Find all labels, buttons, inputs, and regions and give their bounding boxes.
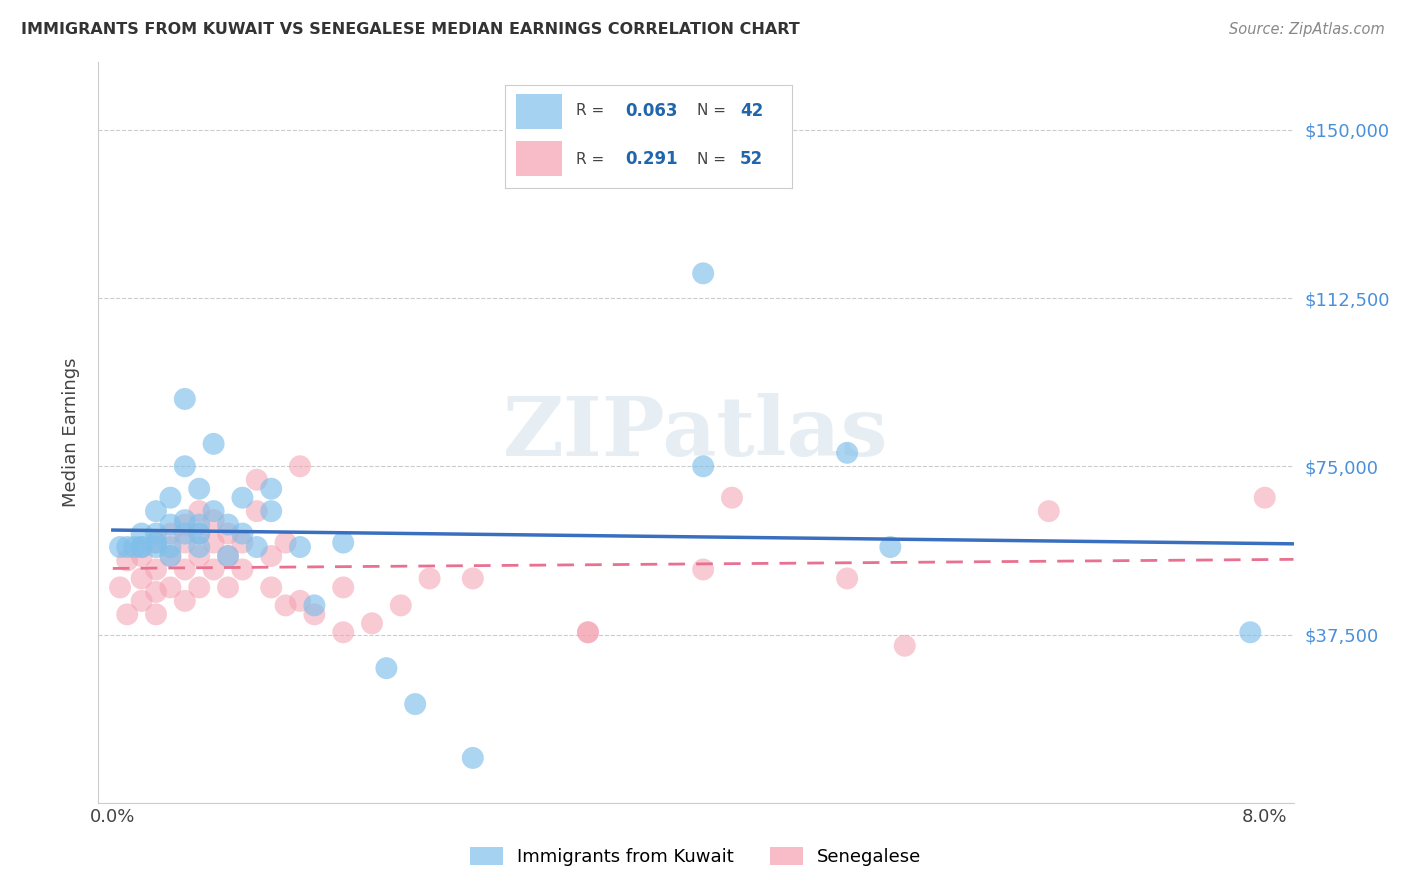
Point [231, 526, 253, 541]
Point [188, 549, 211, 563]
Point [145, 540, 167, 554]
Point [231, 491, 253, 505]
Point [246, 504, 269, 518]
Point [893, 639, 915, 653]
Point [246, 540, 269, 554]
Point [159, 581, 181, 595]
Point [188, 504, 211, 518]
Point [131, 594, 153, 608]
Point [145, 535, 167, 549]
Point [837, 571, 859, 585]
Point [115, 540, 138, 554]
Point [404, 697, 426, 711]
Point [304, 607, 326, 622]
Point [188, 540, 211, 554]
Point [131, 540, 153, 554]
Point [145, 607, 167, 622]
Point [260, 549, 283, 563]
Point [145, 526, 167, 541]
Point [274, 535, 297, 549]
Point [188, 482, 211, 496]
Point [576, 625, 599, 640]
Point [288, 459, 311, 474]
Point [231, 562, 253, 576]
Point [217, 581, 239, 595]
Point [188, 526, 211, 541]
Point [304, 599, 326, 613]
Point [124, 540, 146, 554]
Point [389, 599, 412, 613]
Point [332, 581, 354, 595]
Point [145, 585, 167, 599]
Point [202, 535, 225, 549]
Point [1254, 491, 1277, 505]
Point [173, 517, 195, 532]
Point [131, 549, 153, 563]
Point [361, 616, 384, 631]
Point [159, 549, 181, 563]
Point [173, 513, 195, 527]
Point [188, 581, 211, 595]
Point [159, 540, 181, 554]
Point [202, 513, 225, 527]
Point [692, 266, 714, 280]
Point [131, 571, 153, 585]
Point [131, 526, 153, 541]
Point [202, 437, 225, 451]
Point [246, 473, 269, 487]
Point [188, 517, 211, 532]
Point [274, 599, 297, 613]
Point [115, 607, 138, 622]
Point [419, 571, 441, 585]
Y-axis label: Median Earnings: Median Earnings [62, 358, 80, 508]
Point [217, 517, 239, 532]
Point [188, 526, 211, 541]
Point [173, 459, 195, 474]
Point [461, 751, 484, 765]
Point [202, 562, 225, 576]
Point [461, 571, 484, 585]
Point [879, 540, 901, 554]
Point [217, 549, 239, 563]
Point [159, 517, 181, 532]
Point [260, 482, 283, 496]
Point [692, 562, 714, 576]
Point [721, 491, 744, 505]
Point [375, 661, 398, 675]
Point [332, 625, 354, 640]
Point [173, 562, 195, 576]
Point [173, 594, 195, 608]
Point [288, 594, 311, 608]
Point [288, 540, 311, 554]
Point [108, 581, 131, 595]
Point [173, 392, 195, 406]
Point [159, 491, 181, 505]
Point [159, 526, 181, 541]
Text: ZIPatlas: ZIPatlas [503, 392, 889, 473]
Point [1239, 625, 1261, 640]
Point [217, 549, 239, 563]
Point [692, 459, 714, 474]
Point [159, 549, 181, 563]
Point [231, 535, 253, 549]
Point [202, 504, 225, 518]
Point [217, 526, 239, 541]
Legend: Immigrants from Kuwait, Senegalese: Immigrants from Kuwait, Senegalese [461, 838, 931, 875]
Point [260, 581, 283, 595]
Point [1038, 504, 1060, 518]
Point [837, 446, 859, 460]
Text: IMMIGRANTS FROM KUWAIT VS SENEGALESE MEDIAN EARNINGS CORRELATION CHART: IMMIGRANTS FROM KUWAIT VS SENEGALESE MED… [21, 22, 800, 37]
Point [260, 504, 283, 518]
Point [108, 540, 131, 554]
Point [173, 535, 195, 549]
Point [173, 526, 195, 541]
Point [145, 535, 167, 549]
Text: Source: ZipAtlas.com: Source: ZipAtlas.com [1229, 22, 1385, 37]
Point [145, 504, 167, 518]
Point [145, 562, 167, 576]
Point [115, 553, 138, 567]
Point [576, 625, 599, 640]
Point [332, 535, 354, 549]
Point [131, 540, 153, 554]
